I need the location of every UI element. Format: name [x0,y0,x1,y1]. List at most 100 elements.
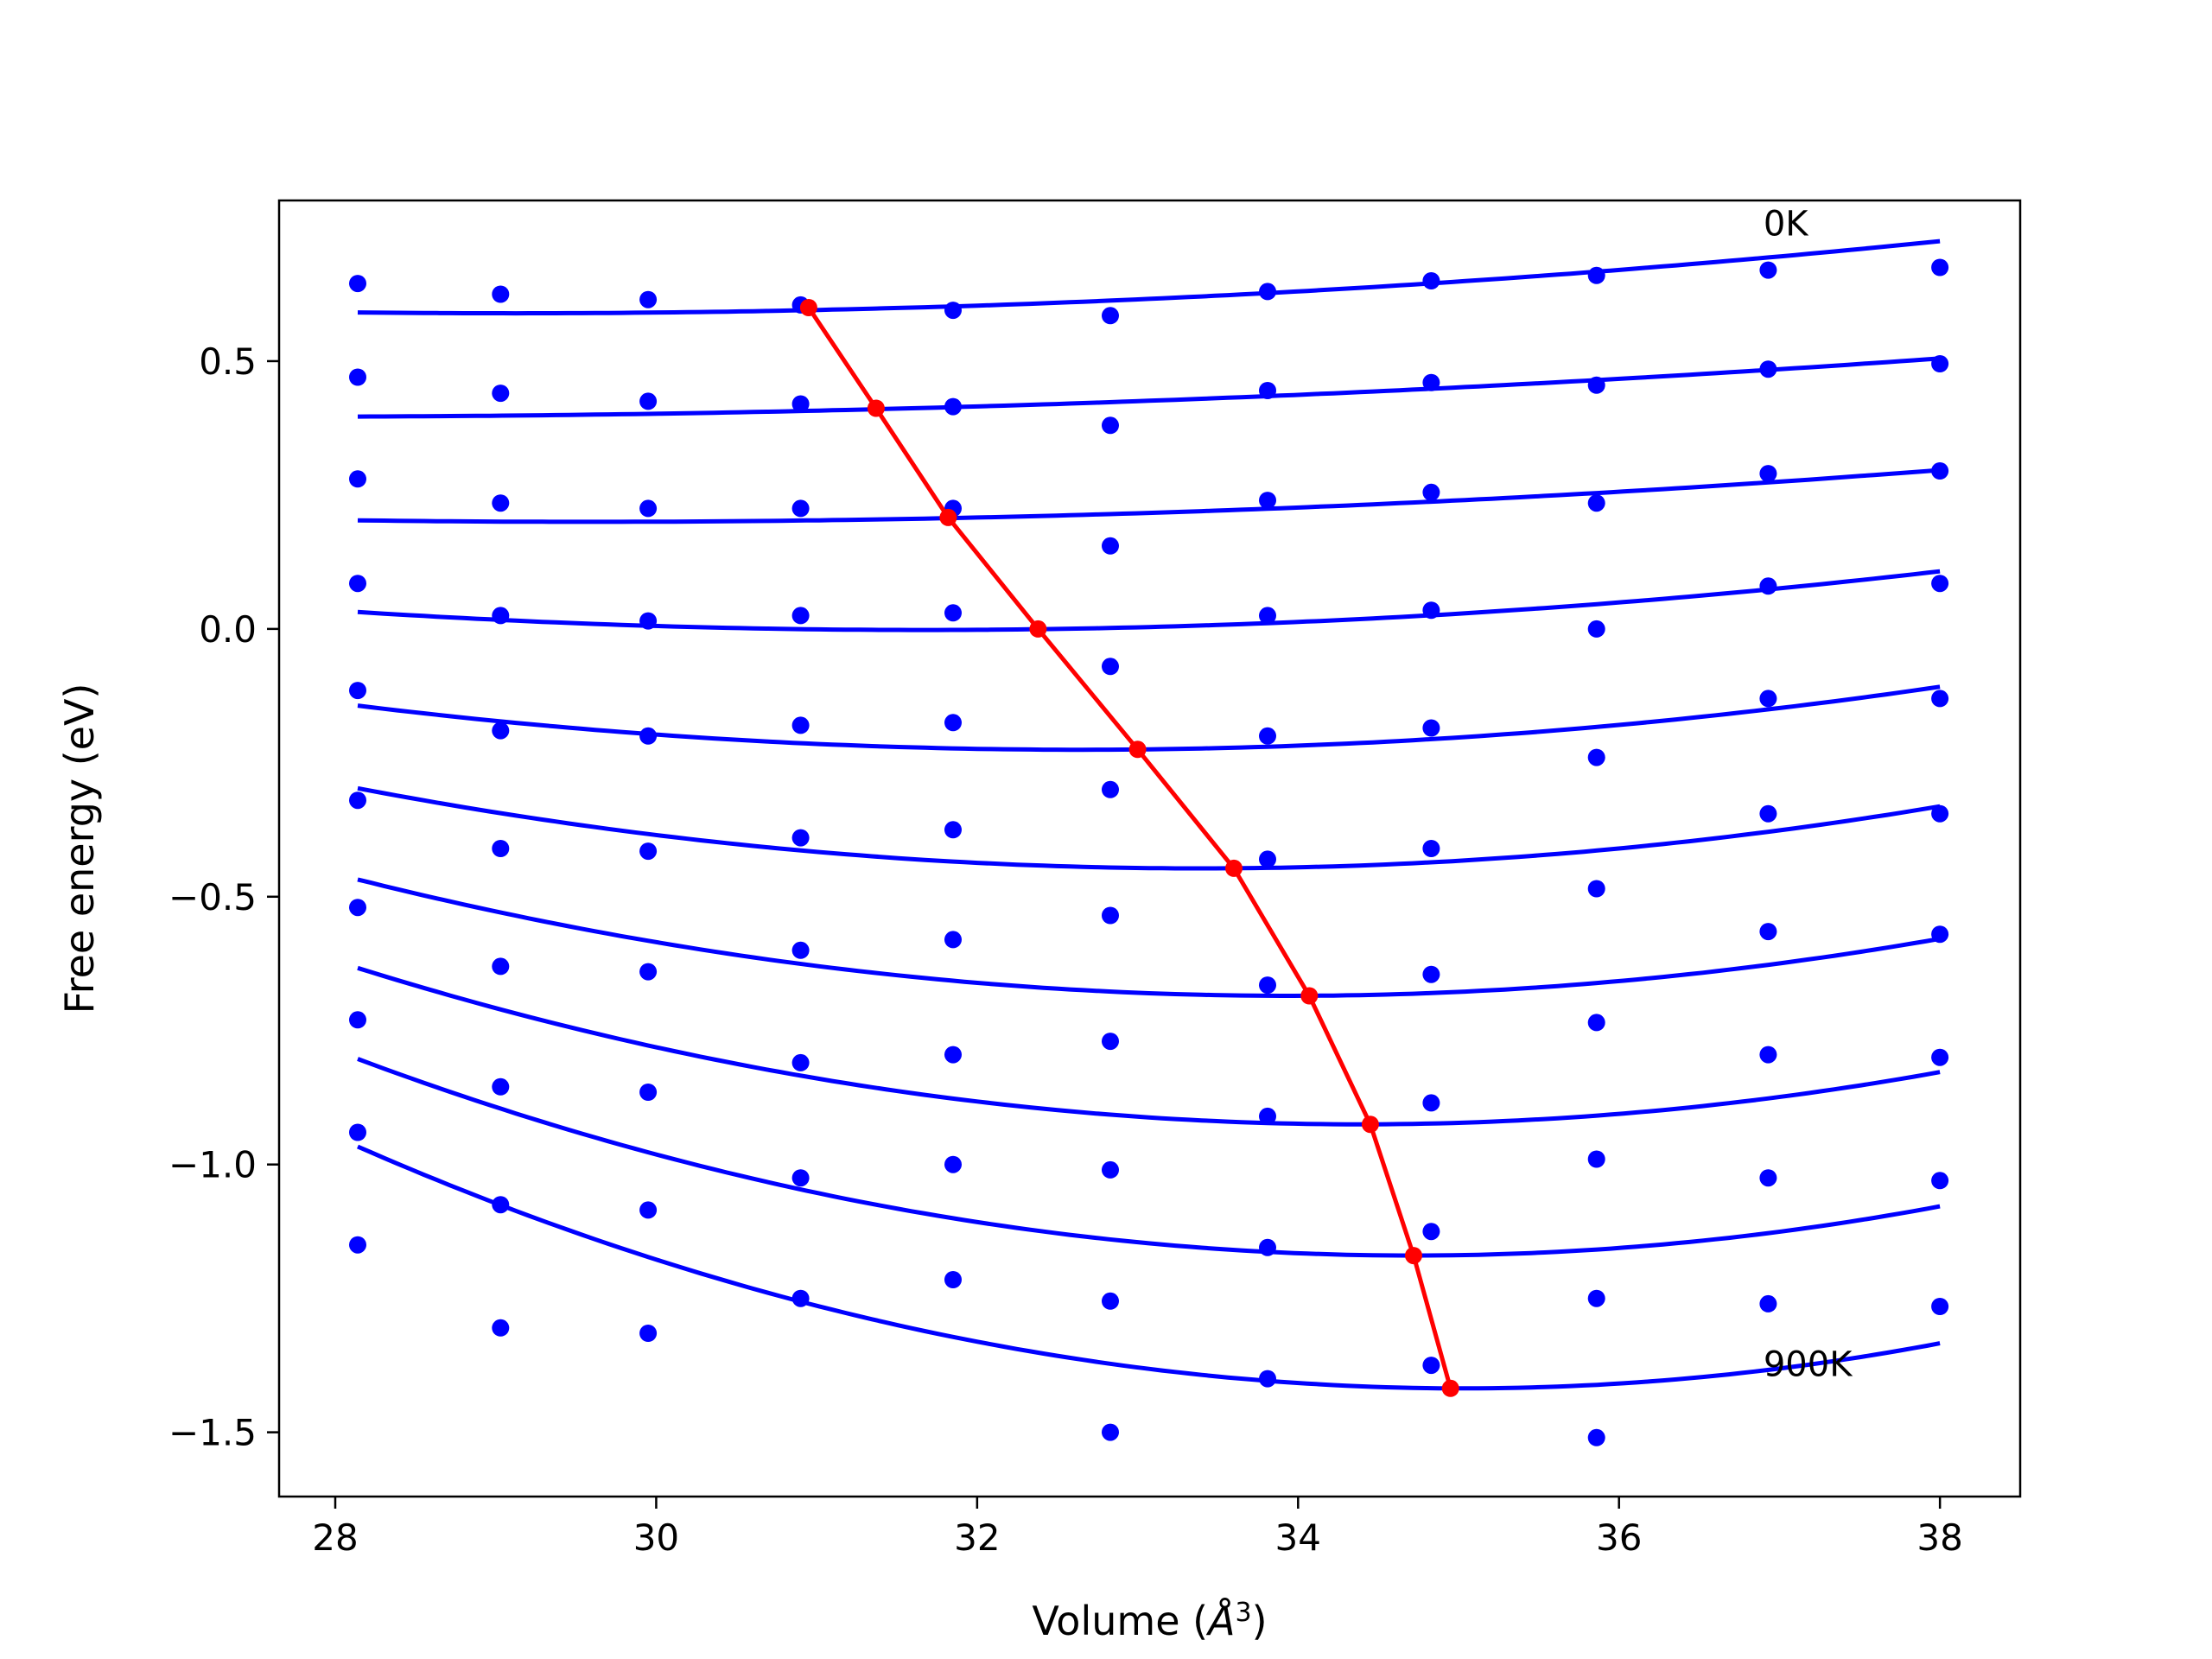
fit-curve-2 [357,467,1941,524]
data-point [1587,1150,1605,1168]
x-tick-label: 30 [633,1516,679,1559]
data-point [1759,465,1777,483]
y-tick-label: −1.0 [168,1144,257,1186]
data-point [944,302,962,320]
series-annotation: 900K [1764,1345,1853,1385]
data-point [1422,1223,1440,1241]
data-point [1587,494,1605,512]
fit-curve-7 [357,965,1941,1127]
x-axis: 28 30 32 34 36 38 [312,1497,1963,1559]
data-point [349,470,366,488]
y-tick-label: 0.5 [199,340,257,383]
minimum-point [939,508,957,526]
data-point [1259,727,1276,745]
data-point [349,791,366,810]
data-point [1422,272,1440,289]
fit-curve-9 [357,1144,1941,1391]
fit-curve-5 [357,785,1941,871]
series-annotation: 0K [1764,204,1809,244]
data-point [1931,575,1949,593]
data-point [1102,537,1119,555]
data-point [1587,880,1605,898]
minimum-point [1441,1379,1459,1397]
y-tick-label: −1.5 [168,1412,257,1454]
data-point [349,1011,366,1029]
data-point [1931,690,1949,708]
data-point [1587,620,1605,638]
data-point [1587,376,1605,394]
data-point [1102,1423,1119,1441]
data-point [639,392,658,410]
data-point [639,1325,658,1342]
data-point [1259,1238,1276,1256]
data-point [349,899,366,917]
data-point [1759,577,1777,595]
data-point [1759,690,1777,708]
data-point [1587,1428,1605,1446]
data-point [492,721,510,740]
data-point [1102,1292,1119,1310]
data-point [1759,804,1777,823]
data-point [492,1077,510,1096]
data-point [1102,906,1119,925]
fit-curve-4 [357,684,1941,753]
data-point [944,1155,962,1173]
data-point [1587,1289,1605,1307]
x-tick-label: 34 [1275,1516,1321,1559]
data-point [1259,492,1276,510]
data-point [639,963,658,981]
data-point [944,931,962,949]
data-point [1259,382,1276,399]
data-point [1422,601,1440,620]
data-point [944,1046,962,1064]
data-point [1759,261,1777,279]
data-point [1587,266,1605,284]
data-point [639,499,658,518]
minimum-point [867,399,885,417]
data-point [944,821,962,839]
x-tick-label: 38 [1916,1516,1962,1559]
data-points [349,258,1949,1446]
data-point [944,1271,962,1288]
data-point [1422,1094,1440,1112]
data-point [1759,360,1777,378]
minimum-path-line [806,306,1453,1389]
data-point [349,368,366,386]
x-axis-label-exponent: 3 [1236,1598,1252,1628]
data-point [1759,923,1777,941]
y-axis-label: Free energy (eV) [56,683,103,1014]
data-point [944,604,962,622]
data-point [1102,307,1119,325]
data-point [1931,355,1949,372]
data-point [791,941,810,959]
data-point [349,682,366,700]
data-point [1422,840,1440,857]
data-point [492,1319,510,1337]
data-point [1931,925,1949,944]
x-tick-label: 36 [1596,1516,1642,1559]
data-point [349,1123,366,1141]
x-tick-label: 28 [312,1516,358,1559]
data-point [1259,1370,1276,1388]
data-point [492,385,510,403]
data-point [1759,1169,1777,1187]
data-point [492,607,510,625]
data-point [791,1169,810,1187]
data-point [492,957,510,976]
y-axis: 0.5 0.0 −0.5 −1.0 −1.5 [168,340,279,1454]
data-point [1259,283,1276,301]
data-point [791,716,810,734]
data-point [791,607,810,625]
data-point [1931,1048,1949,1066]
data-point [1759,1046,1777,1064]
minimum-point [1225,859,1243,877]
data-point [349,275,366,293]
data-point [1259,976,1276,995]
x-axis-label: Volume (Å3) [1032,1598,1267,1644]
plot-frame [277,199,2022,1498]
fit-curve-8 [357,1057,1941,1258]
data-point [1102,416,1119,435]
minimum-point [1128,741,1147,759]
data-point [492,285,510,303]
